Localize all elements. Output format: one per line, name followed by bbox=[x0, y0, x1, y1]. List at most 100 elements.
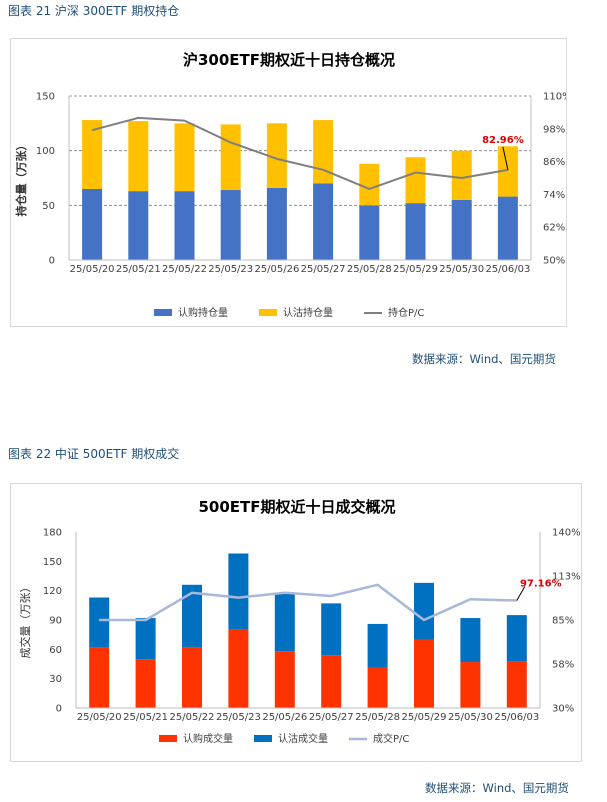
y-tick-label: 100 bbox=[36, 146, 55, 157]
bar-put-volume bbox=[367, 623, 388, 668]
pc-ratio-point bbox=[415, 172, 416, 174]
y2-tick-label: 30% bbox=[552, 704, 574, 715]
bar-put-oi bbox=[451, 150, 472, 200]
pc-ratio-point bbox=[469, 598, 471, 600]
chart-panel-2: 500ETF期权近十日成交概况 0 30 60 90 120 150 180 30% 58% 85%… bbox=[10, 483, 582, 762]
pc-ratio-point bbox=[98, 619, 100, 621]
pc-ratio-point bbox=[191, 592, 193, 594]
y-tick-label: 150 bbox=[43, 557, 62, 568]
y-tick-label: 50 bbox=[42, 201, 55, 212]
bar-call-oi bbox=[313, 183, 334, 260]
pc-ratio-point bbox=[377, 584, 379, 586]
pc-ratio-line bbox=[99, 583, 517, 622]
y2-tick-label: 110% bbox=[543, 92, 566, 103]
bar-put-volume bbox=[506, 615, 527, 662]
y-tick-label: 120 bbox=[43, 586, 62, 597]
y2-tick-label: 85% bbox=[552, 616, 574, 627]
bar-call-volume bbox=[89, 647, 110, 708]
legend-label: 认购成交量 bbox=[183, 732, 233, 745]
x-tick-label: 25/05/29 bbox=[402, 712, 447, 723]
bar-put-oi bbox=[313, 120, 334, 184]
bar-call-volume bbox=[135, 659, 156, 708]
x-tick-label: 25/05/29 bbox=[393, 264, 438, 275]
bar-put-volume bbox=[182, 584, 202, 648]
bar-put-oi bbox=[405, 157, 426, 204]
figure-caption-2: 图表 22 中证 500ETF 期权成交 bbox=[8, 447, 180, 461]
y-axis-label: 成交量（万张） bbox=[18, 582, 32, 659]
y-tick-label: 90 bbox=[49, 616, 62, 627]
y2-tick-label: 98% bbox=[543, 124, 565, 135]
bar-call-volume bbox=[182, 647, 202, 708]
bar-put-volume bbox=[274, 592, 295, 652]
legend-label: 成交P/C bbox=[373, 732, 409, 745]
legend-swatch bbox=[254, 735, 272, 742]
bar-put-volume bbox=[228, 553, 249, 630]
y2-tick-label: 58% bbox=[552, 660, 574, 671]
figure-caption-1: 图表 21 沪深 300ETF 期权持仓 bbox=[8, 4, 180, 18]
x-tick-label: 25/05/26 bbox=[262, 712, 307, 723]
legend-label: 认沽成交量 bbox=[278, 732, 328, 745]
bar-put-oi bbox=[220, 124, 241, 191]
chart-1: 沪300ETF期权近十日持仓概况 0 50 100 150 50% 62% 74% 86% 98%… bbox=[14, 51, 566, 319]
bar-call-oi bbox=[128, 191, 149, 260]
y-axis-label: 持仓量（万张） bbox=[14, 140, 28, 217]
source-note-2: 数据来源：Wind、国元期货 bbox=[425, 781, 569, 795]
annotation-label: 82.96% bbox=[482, 135, 524, 146]
bar-call-volume bbox=[414, 639, 434, 708]
pc-ratio-point bbox=[237, 597, 239, 599]
pc-ratio-point bbox=[461, 177, 463, 179]
bar-call-oi bbox=[497, 196, 518, 260]
y2-tick-label: 140% bbox=[552, 528, 581, 539]
bar-put-oi bbox=[359, 163, 380, 206]
bar-put-volume bbox=[414, 582, 434, 640]
x-tick-label: 25/05/26 bbox=[254, 264, 299, 275]
x-tick-label: 25/05/23 bbox=[216, 712, 261, 723]
bar-call-volume bbox=[460, 662, 481, 708]
bar-call-oi bbox=[266, 187, 287, 260]
legend-label: 认购持仓量 bbox=[178, 306, 228, 319]
pc-ratio-point bbox=[423, 619, 425, 621]
x-tick-label: 25/05/22 bbox=[170, 712, 215, 723]
y-tick-label: 60 bbox=[49, 645, 62, 656]
bar-put-oi bbox=[497, 146, 518, 197]
y2-tick-label: 62% bbox=[543, 223, 565, 234]
legend-swatch bbox=[259, 309, 277, 316]
bar-put-volume bbox=[135, 618, 156, 660]
chart-2: 500ETF期权近十日成交概况 0 30 60 90 120 150 180 30% 58% 85%… bbox=[18, 498, 581, 745]
y-tick-label: 150 bbox=[36, 92, 55, 103]
legend-label: 认沽持仓量 bbox=[283, 306, 333, 319]
source-note-1: 数据来源：Wind、国元期货 bbox=[412, 352, 556, 366]
pc-ratio-point bbox=[322, 169, 324, 171]
x-tick-label: 25/05/28 bbox=[355, 712, 400, 723]
bar-call-oi bbox=[174, 191, 195, 260]
y-tick-label: 0 bbox=[49, 256, 55, 267]
bar-put-oi bbox=[128, 121, 149, 192]
y2-tick-label: 74% bbox=[543, 190, 565, 201]
chart-panel-1: 沪300ETF期权近十日持仓概况 0 50 100 150 50% 62% 74% 86% 98%… bbox=[10, 38, 567, 327]
x-tick-label: 25/05/30 bbox=[448, 712, 493, 723]
bar-call-volume bbox=[321, 655, 342, 708]
x-tick-label: 25/05/28 bbox=[347, 264, 392, 275]
y-tick-label: 0 bbox=[56, 704, 62, 715]
annotation-leader bbox=[502, 146, 509, 171]
pc-ratio-point bbox=[137, 117, 139, 119]
x-tick-label: 25/05/20 bbox=[70, 264, 115, 275]
pc-ratio-point bbox=[284, 592, 286, 594]
bar-put-volume bbox=[460, 618, 481, 663]
x-tick-label: 25/05/23 bbox=[208, 264, 253, 275]
chart-title: 500ETF期权近十日成交概况 bbox=[198, 498, 395, 516]
y2-tick-label: 113% bbox=[552, 572, 581, 583]
y-tick-label: 30 bbox=[49, 674, 62, 685]
bar-call-volume bbox=[506, 661, 527, 708]
bar-put-oi bbox=[266, 123, 287, 188]
pc-ratio-point bbox=[91, 129, 93, 131]
bar-call-volume bbox=[228, 629, 249, 708]
bar-put-oi bbox=[82, 120, 103, 189]
pc-ratio-point bbox=[330, 595, 332, 597]
bar-put-oi bbox=[174, 123, 195, 192]
legend-swatch bbox=[154, 309, 172, 316]
bar-call-oi bbox=[82, 188, 103, 260]
pc-ratio-point bbox=[276, 158, 278, 160]
legend-swatch bbox=[159, 735, 177, 742]
annotation-label: 97.16% bbox=[520, 579, 562, 590]
